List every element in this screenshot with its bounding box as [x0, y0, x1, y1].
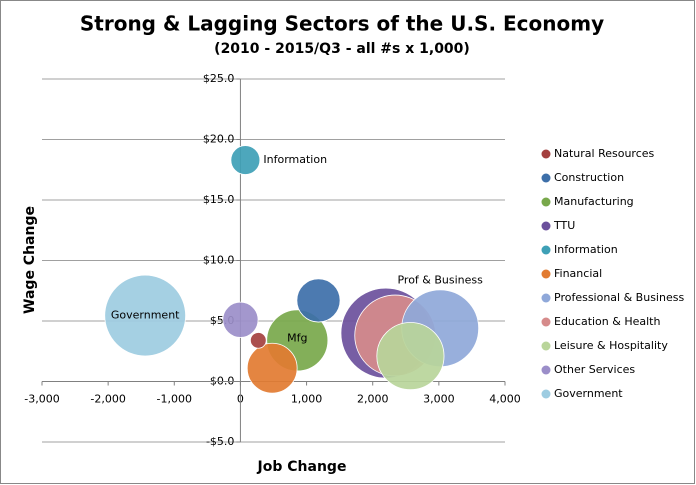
- legend-label: Government: [554, 387, 623, 400]
- legend-marker: [541, 149, 551, 159]
- bubble-label: Prof & Business: [397, 273, 483, 286]
- bubble: [222, 301, 259, 338]
- legend-label: Education & Health: [554, 315, 660, 328]
- legend-label: Manufacturing: [554, 195, 634, 208]
- legend-marker: [541, 293, 551, 303]
- legend-marker: [541, 389, 551, 399]
- legend-label: Financial: [554, 267, 602, 280]
- x-tick-label: -1,000: [157, 393, 192, 406]
- legend-label: Leisure & Hospitality: [554, 339, 668, 352]
- bubble: [230, 145, 261, 175]
- legend-marker: [541, 317, 551, 327]
- legend-label: Professional & Business: [554, 291, 684, 304]
- x-tick-label: 3,000: [423, 393, 455, 406]
- bubble: [376, 322, 445, 391]
- y-tick-label: $15.0: [203, 193, 235, 206]
- y-tick-label: $20.0: [203, 133, 235, 146]
- legend-marker: [541, 173, 551, 183]
- legend-marker: [541, 245, 551, 255]
- bubble-label: Government: [111, 309, 180, 322]
- bubble-label: Mfg: [287, 331, 307, 344]
- bubble-label: Information: [263, 153, 327, 166]
- legend-label: TTU: [553, 219, 575, 232]
- legend-label: Natural Resources: [554, 147, 655, 160]
- x-tick-label: 4,000: [489, 393, 521, 406]
- legend-marker: [541, 197, 551, 207]
- bubble: [246, 342, 298, 394]
- y-axis-title: Wage Change: [22, 206, 38, 314]
- legend-marker: [541, 221, 551, 231]
- legend-marker: [541, 341, 551, 351]
- x-axis-title: Job Change: [257, 459, 347, 475]
- legend-label: Information: [554, 243, 618, 256]
- bubble: [296, 278, 341, 323]
- x-tick-label: 1,000: [291, 393, 323, 406]
- y-tick-label: $10.0: [203, 254, 235, 267]
- chart-subtitle: (2010 - 2015/Q3 - all #s x 1,000): [214, 41, 470, 57]
- legend-label: Other Services: [554, 363, 635, 376]
- bubble: [104, 274, 187, 357]
- legend-label: Construction: [554, 171, 624, 184]
- bubble: [249, 332, 267, 349]
- x-tick-label: 2,000: [357, 393, 389, 406]
- legend-marker: [541, 365, 551, 375]
- chart-title: Strong & Lagging Sectors of the U.S. Eco…: [80, 12, 604, 36]
- legend-marker: [541, 269, 551, 279]
- y-tick-label: $25.0: [203, 72, 235, 85]
- x-tick-label: -2,000: [90, 393, 125, 406]
- y-tick-label: -$5.0: [206, 435, 234, 448]
- x-tick-label: -3,000: [24, 393, 59, 406]
